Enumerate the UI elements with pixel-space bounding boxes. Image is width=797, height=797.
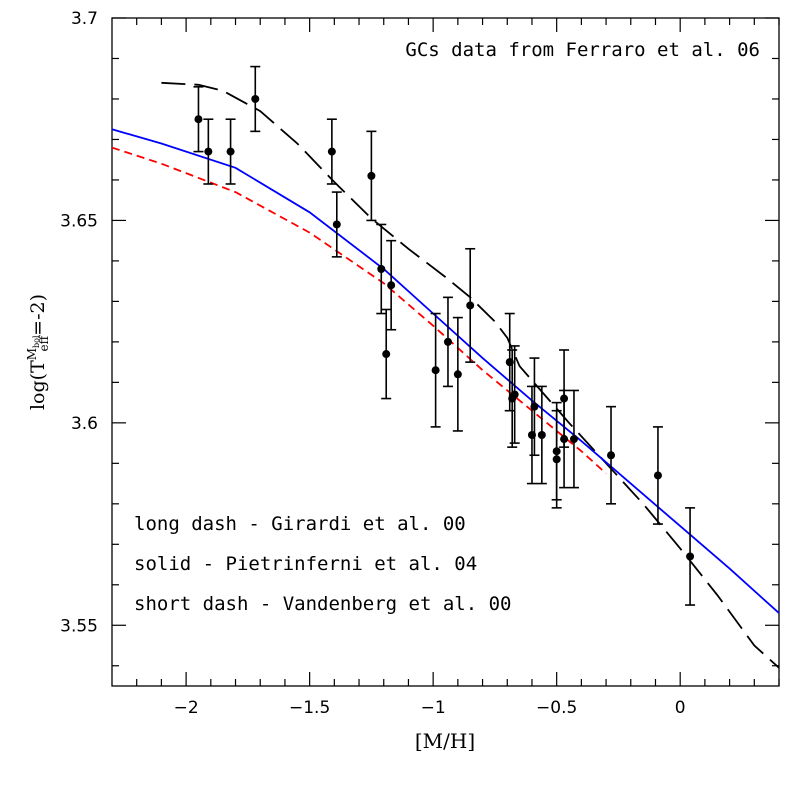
curve-long-dash (161, 81, 780, 669)
legend-entry-short-dash: short dash - Vandenberg et al. 00 (134, 593, 512, 615)
data-point (530, 402, 539, 411)
data-point (431, 366, 440, 375)
y-axis-label-prefix: log(T (27, 360, 49, 410)
data-point (204, 147, 213, 156)
data-point (607, 451, 616, 460)
data-point (377, 265, 386, 274)
data-points (193, 65, 696, 606)
data-point (453, 370, 462, 379)
y-axis-label-supsub: bol (32, 335, 41, 348)
plot-frame (111, 17, 780, 687)
data-point (466, 301, 475, 310)
data-point (560, 435, 569, 444)
legend-entry-long-dash: long dash - Girardi et al. 00 (134, 513, 466, 535)
y-tick-label: 3.6 (71, 414, 98, 434)
y-tick-label: 3.55 (60, 616, 98, 636)
data-point (332, 220, 341, 229)
chart-title: GCs data from Ferraro et al. 06 (405, 39, 760, 61)
tick-labels: −2 −1.5 −1 −0.5 0 3.55 3.6 3.65 3.7 (60, 9, 685, 718)
y-axis-label-sup: M (25, 348, 39, 360)
data-point (653, 471, 662, 480)
data-point (387, 281, 396, 290)
legend-entry-solid: solid - Pietrinferni et al. 04 (134, 553, 477, 575)
y-axis-label: log(TMboleff=-2) (25, 294, 51, 410)
data-point (251, 94, 260, 103)
x-axis-label: [M/H] (415, 729, 475, 753)
axis-ticks (112, 17, 780, 686)
curve-solid (111, 128, 780, 614)
y-axis-label-suffix: =-2) (27, 294, 49, 336)
x-tick-label: −0.5 (536, 698, 577, 718)
data-point (510, 390, 519, 399)
svg-text:log(TMboleff=-2): log(TMboleff=-2) (25, 294, 51, 410)
data-point (382, 350, 391, 359)
legend: long dash - Girardi et al. 00 solid - Pi… (134, 513, 512, 615)
data-point (226, 147, 235, 156)
plot-frame-group (111, 17, 780, 687)
x-tick-label: −1.5 (289, 698, 330, 718)
x-tick-label: 0 (675, 698, 686, 718)
y-axis-label-sub: eff (37, 334, 51, 351)
data-point (194, 115, 203, 124)
y-tick-label: 3.7 (71, 9, 98, 29)
model-curves (111, 81, 780, 669)
data-point (686, 552, 695, 561)
data-point (537, 430, 546, 439)
x-tick-label: −1 (421, 698, 446, 718)
x-tick-label: −2 (174, 698, 199, 718)
y-tick-label: 3.65 (60, 211, 98, 231)
data-point (327, 147, 336, 156)
data-point (443, 337, 452, 346)
data-point (552, 455, 561, 464)
data-point (569, 435, 578, 444)
data-point (367, 171, 376, 180)
